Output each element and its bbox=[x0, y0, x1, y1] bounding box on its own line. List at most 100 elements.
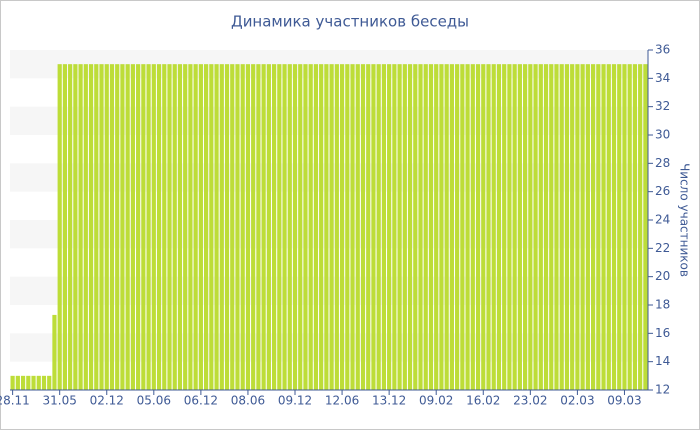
y-tick-label: 14 bbox=[655, 354, 670, 368]
bar bbox=[371, 64, 376, 391]
bar bbox=[120, 64, 125, 391]
bar bbox=[439, 64, 444, 391]
bar bbox=[26, 375, 31, 390]
bar bbox=[611, 64, 617, 391]
bar bbox=[350, 64, 355, 391]
bar bbox=[198, 64, 203, 391]
x-tick-label: 16.02 bbox=[466, 394, 500, 408]
bar bbox=[428, 64, 434, 391]
bar bbox=[585, 64, 590, 391]
bar bbox=[559, 64, 564, 391]
bar bbox=[20, 375, 26, 390]
bar bbox=[146, 64, 151, 391]
x-tick-label: 05.06 bbox=[137, 394, 171, 408]
bar bbox=[507, 64, 512, 391]
bar bbox=[251, 64, 256, 391]
y-tick-label: 32 bbox=[655, 99, 670, 113]
bar bbox=[460, 64, 465, 391]
bar bbox=[402, 64, 407, 391]
bar bbox=[324, 64, 329, 391]
y-tick-label: 12 bbox=[655, 383, 670, 397]
bar bbox=[68, 64, 73, 391]
x-tick-label: 02.12 bbox=[90, 394, 124, 408]
bar bbox=[308, 64, 313, 391]
bar bbox=[580, 64, 585, 391]
bar bbox=[538, 64, 543, 391]
bar bbox=[52, 314, 57, 390]
bar bbox=[188, 64, 193, 391]
bar bbox=[465, 64, 470, 391]
bar bbox=[245, 64, 251, 391]
bar bbox=[125, 64, 130, 391]
bar bbox=[15, 375, 20, 390]
y-tick-label: 36 bbox=[655, 43, 670, 57]
bar bbox=[10, 375, 15, 390]
bar bbox=[104, 64, 109, 391]
bar bbox=[470, 64, 475, 391]
bar bbox=[590, 64, 596, 391]
x-tick-label: 06.12 bbox=[184, 394, 218, 408]
bar bbox=[36, 375, 41, 390]
y-tick-label: 24 bbox=[655, 213, 670, 227]
y-tick-label: 28 bbox=[655, 156, 670, 170]
bar bbox=[606, 64, 611, 391]
bar bbox=[193, 64, 198, 391]
bar bbox=[230, 64, 235, 391]
bar bbox=[392, 64, 397, 391]
bar bbox=[282, 64, 287, 391]
bar bbox=[418, 64, 423, 391]
bar bbox=[444, 64, 449, 391]
x-tick-label: 31.05 bbox=[43, 394, 77, 408]
bar bbox=[554, 64, 559, 391]
bar bbox=[528, 64, 533, 391]
bar bbox=[387, 64, 392, 391]
x-tick-label: 13.12 bbox=[372, 394, 406, 408]
y-tick-label: 20 bbox=[655, 269, 670, 283]
bar bbox=[292, 64, 298, 391]
bar bbox=[570, 64, 575, 391]
bar bbox=[481, 64, 486, 391]
bar bbox=[496, 64, 502, 391]
chart-title: Динамика участников беседы bbox=[231, 13, 469, 31]
bar bbox=[167, 64, 172, 391]
bar bbox=[62, 64, 68, 391]
bar bbox=[339, 64, 345, 391]
bar bbox=[172, 64, 177, 391]
y-tick-label: 30 bbox=[655, 128, 670, 142]
bar bbox=[512, 64, 517, 391]
bar bbox=[413, 64, 418, 391]
bar bbox=[638, 64, 643, 391]
bar bbox=[136, 64, 141, 391]
bar bbox=[517, 64, 522, 391]
bar bbox=[423, 64, 428, 391]
bar bbox=[99, 64, 104, 391]
bar bbox=[355, 64, 360, 391]
bar bbox=[219, 64, 224, 391]
bar bbox=[455, 64, 460, 391]
bar bbox=[162, 64, 167, 391]
bar bbox=[183, 64, 188, 391]
bar bbox=[31, 375, 36, 390]
bar bbox=[240, 64, 245, 391]
y-tick-label: 16 bbox=[655, 326, 670, 340]
bar bbox=[109, 64, 115, 391]
bar bbox=[177, 64, 183, 391]
bar bbox=[47, 375, 52, 390]
x-tick-label: 09.03 bbox=[607, 394, 641, 408]
bar bbox=[523, 64, 528, 391]
x-tick-label: 09.12 bbox=[278, 394, 312, 408]
bar bbox=[376, 64, 381, 391]
x-tick-label: 08.06 bbox=[231, 394, 265, 408]
bar bbox=[156, 64, 162, 391]
bar bbox=[88, 64, 94, 391]
bar bbox=[313, 64, 319, 391]
bar bbox=[271, 64, 277, 391]
bar bbox=[360, 64, 366, 391]
bar bbox=[502, 64, 507, 391]
bar bbox=[643, 64, 648, 391]
bar bbox=[596, 64, 601, 391]
bar bbox=[266, 64, 271, 391]
bar bbox=[397, 64, 402, 391]
x-tick-label: 09.02 bbox=[419, 394, 453, 408]
